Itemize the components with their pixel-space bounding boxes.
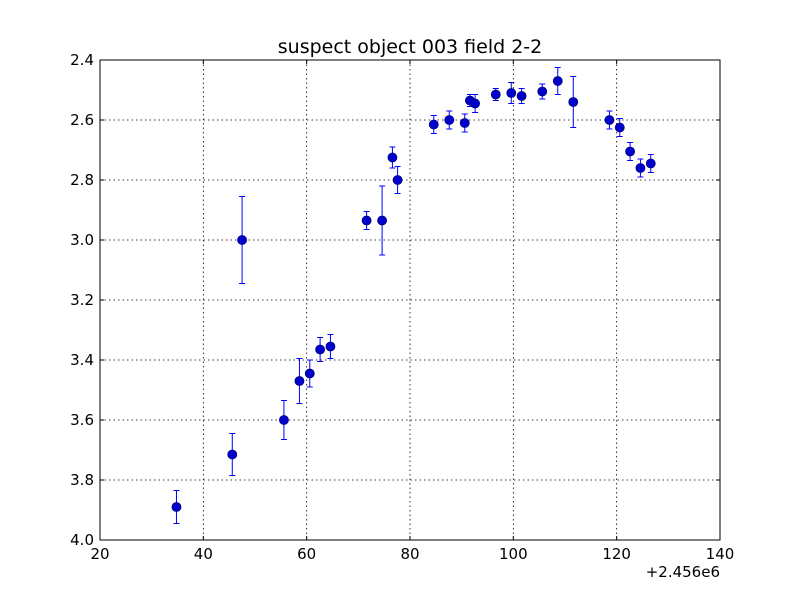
y-tick-label: 3.6 [70,411,94,429]
data-point [428,119,439,130]
data-point [459,118,470,128]
plot-frame [99,59,721,541]
data-point [227,449,238,460]
data-point [237,235,247,245]
data-point-group [387,146,398,169]
data-point-group [459,113,470,133]
y-tick-label: 4.0 [70,531,94,549]
grid [100,60,720,540]
data-point-group [552,67,563,95]
data-point [377,215,388,226]
data-point [392,175,403,185]
x-tick-label: 100 [499,545,528,563]
data-point [604,115,615,125]
data-point-group [279,400,289,440]
data-point-group [614,118,625,137]
chart-title: suspect object 003 field 2-2 [278,36,543,58]
data-point-group [227,433,238,476]
data-point [537,86,548,97]
data-point-group [537,83,548,100]
data-point-group [325,334,336,359]
y-tick-label: 3.4 [70,351,94,369]
y-tick-label: 3.2 [70,291,94,309]
y-tick-label: 3.8 [70,471,94,489]
data-point [387,152,398,163]
x-tick-label: 20 [90,545,109,563]
data-point-group [377,185,388,256]
data-point-group [392,166,403,194]
data-point [568,97,579,107]
data-point-group [315,337,326,362]
data-point-group [506,82,517,104]
data-point [516,91,527,101]
data-point [294,376,305,386]
data-point [645,158,656,169]
y-tick-label: 2.4 [70,51,94,69]
data-point-group [304,359,315,388]
data-point [315,344,326,355]
data-point-group [635,158,646,178]
data-point-group [604,110,615,130]
data-point [470,98,481,109]
data-point-group [645,154,656,173]
x-tick-label: 140 [706,545,735,563]
data-point-group [490,88,501,101]
data-series [171,67,656,524]
x-tick-label: 40 [194,545,213,563]
x-axis-tick-labels: 20 40 60 80 100 120 140 [90,545,734,563]
data-point [171,502,182,512]
data-point-group [294,358,305,404]
data-point [304,368,315,379]
y-tick-label: 2.8 [70,171,94,189]
x-tick-label: 120 [602,545,631,563]
data-point [614,122,625,133]
data-point [635,163,646,173]
y-tick-label: 3.0 [70,231,94,249]
data-point [625,146,635,157]
data-point-group [171,490,182,524]
data-point [279,415,289,425]
data-point [506,88,517,98]
data-point-group [470,94,481,113]
y-axis-tick-labels: 2.4 2.6 2.8 3.0 3.2 3.4 3.6 3.8 4.0 [70,51,94,549]
data-point [552,76,563,86]
data-point [444,115,455,125]
data-point-group [428,115,439,134]
data-point [361,215,372,226]
data-point-group [444,110,455,130]
data-point-group [361,211,372,230]
x-axis-offset-label: +2.456e6 [646,563,720,581]
x-tick-label: 80 [400,545,419,563]
data-point-group [237,196,247,284]
data-point-group [568,76,579,128]
x-tick-label: 60 [297,545,316,563]
data-point-group [625,142,635,161]
data-point-group [516,88,527,104]
data-point [325,341,336,352]
y-tick-label: 2.6 [70,111,94,129]
data-point [490,89,501,100]
